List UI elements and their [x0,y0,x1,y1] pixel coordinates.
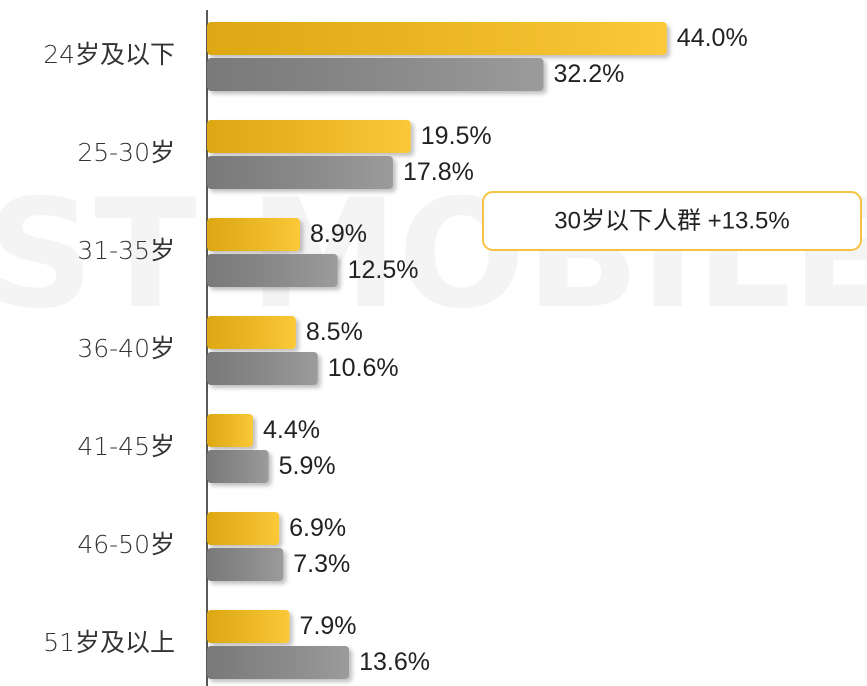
annotation: 30岁以下人群 +13.5% [554,207,789,234]
bar-shade [207,646,350,679]
category-label: 36-40岁 [77,334,175,363]
annotation-box [482,191,862,251]
bar-shade [207,254,338,287]
bar-shade [207,450,269,483]
bar-shade [207,58,544,91]
value-label: 10.6% [328,354,399,382]
bar-shade [207,156,394,189]
category-label: 46-50岁 [77,530,175,559]
bar-shade [207,512,280,545]
bar-shade [207,414,253,447]
bar-shade [207,548,284,581]
bar-shade [207,610,290,643]
bar-shade [207,22,667,55]
bar-shade [207,218,301,251]
value-label: 4.4% [263,416,320,444]
value-label: 44.0% [677,24,748,52]
value-label: 19.5% [421,122,492,150]
bar-shade [207,352,318,385]
value-label: 17.8% [403,158,474,186]
category-label: 51岁及以上 [43,628,175,657]
value-label: 5.9% [279,452,336,480]
value-label: 8.5% [306,318,363,346]
category-label: 31-35岁 [77,236,175,265]
value-label: 32.2% [553,60,624,88]
value-label: 12.5% [348,256,419,284]
value-label: 8.9% [310,220,367,248]
bar-shade [207,316,296,349]
value-label: 7.9% [300,612,357,640]
category-label: 25-30岁 [77,138,175,167]
value-label: 6.9% [289,514,346,542]
value-label: 13.6% [359,648,430,676]
bar-shade [207,120,411,153]
category-label: 24岁及以下 [43,40,175,69]
category-label: 41-45岁 [77,432,175,461]
value-label: 7.3% [293,550,350,578]
